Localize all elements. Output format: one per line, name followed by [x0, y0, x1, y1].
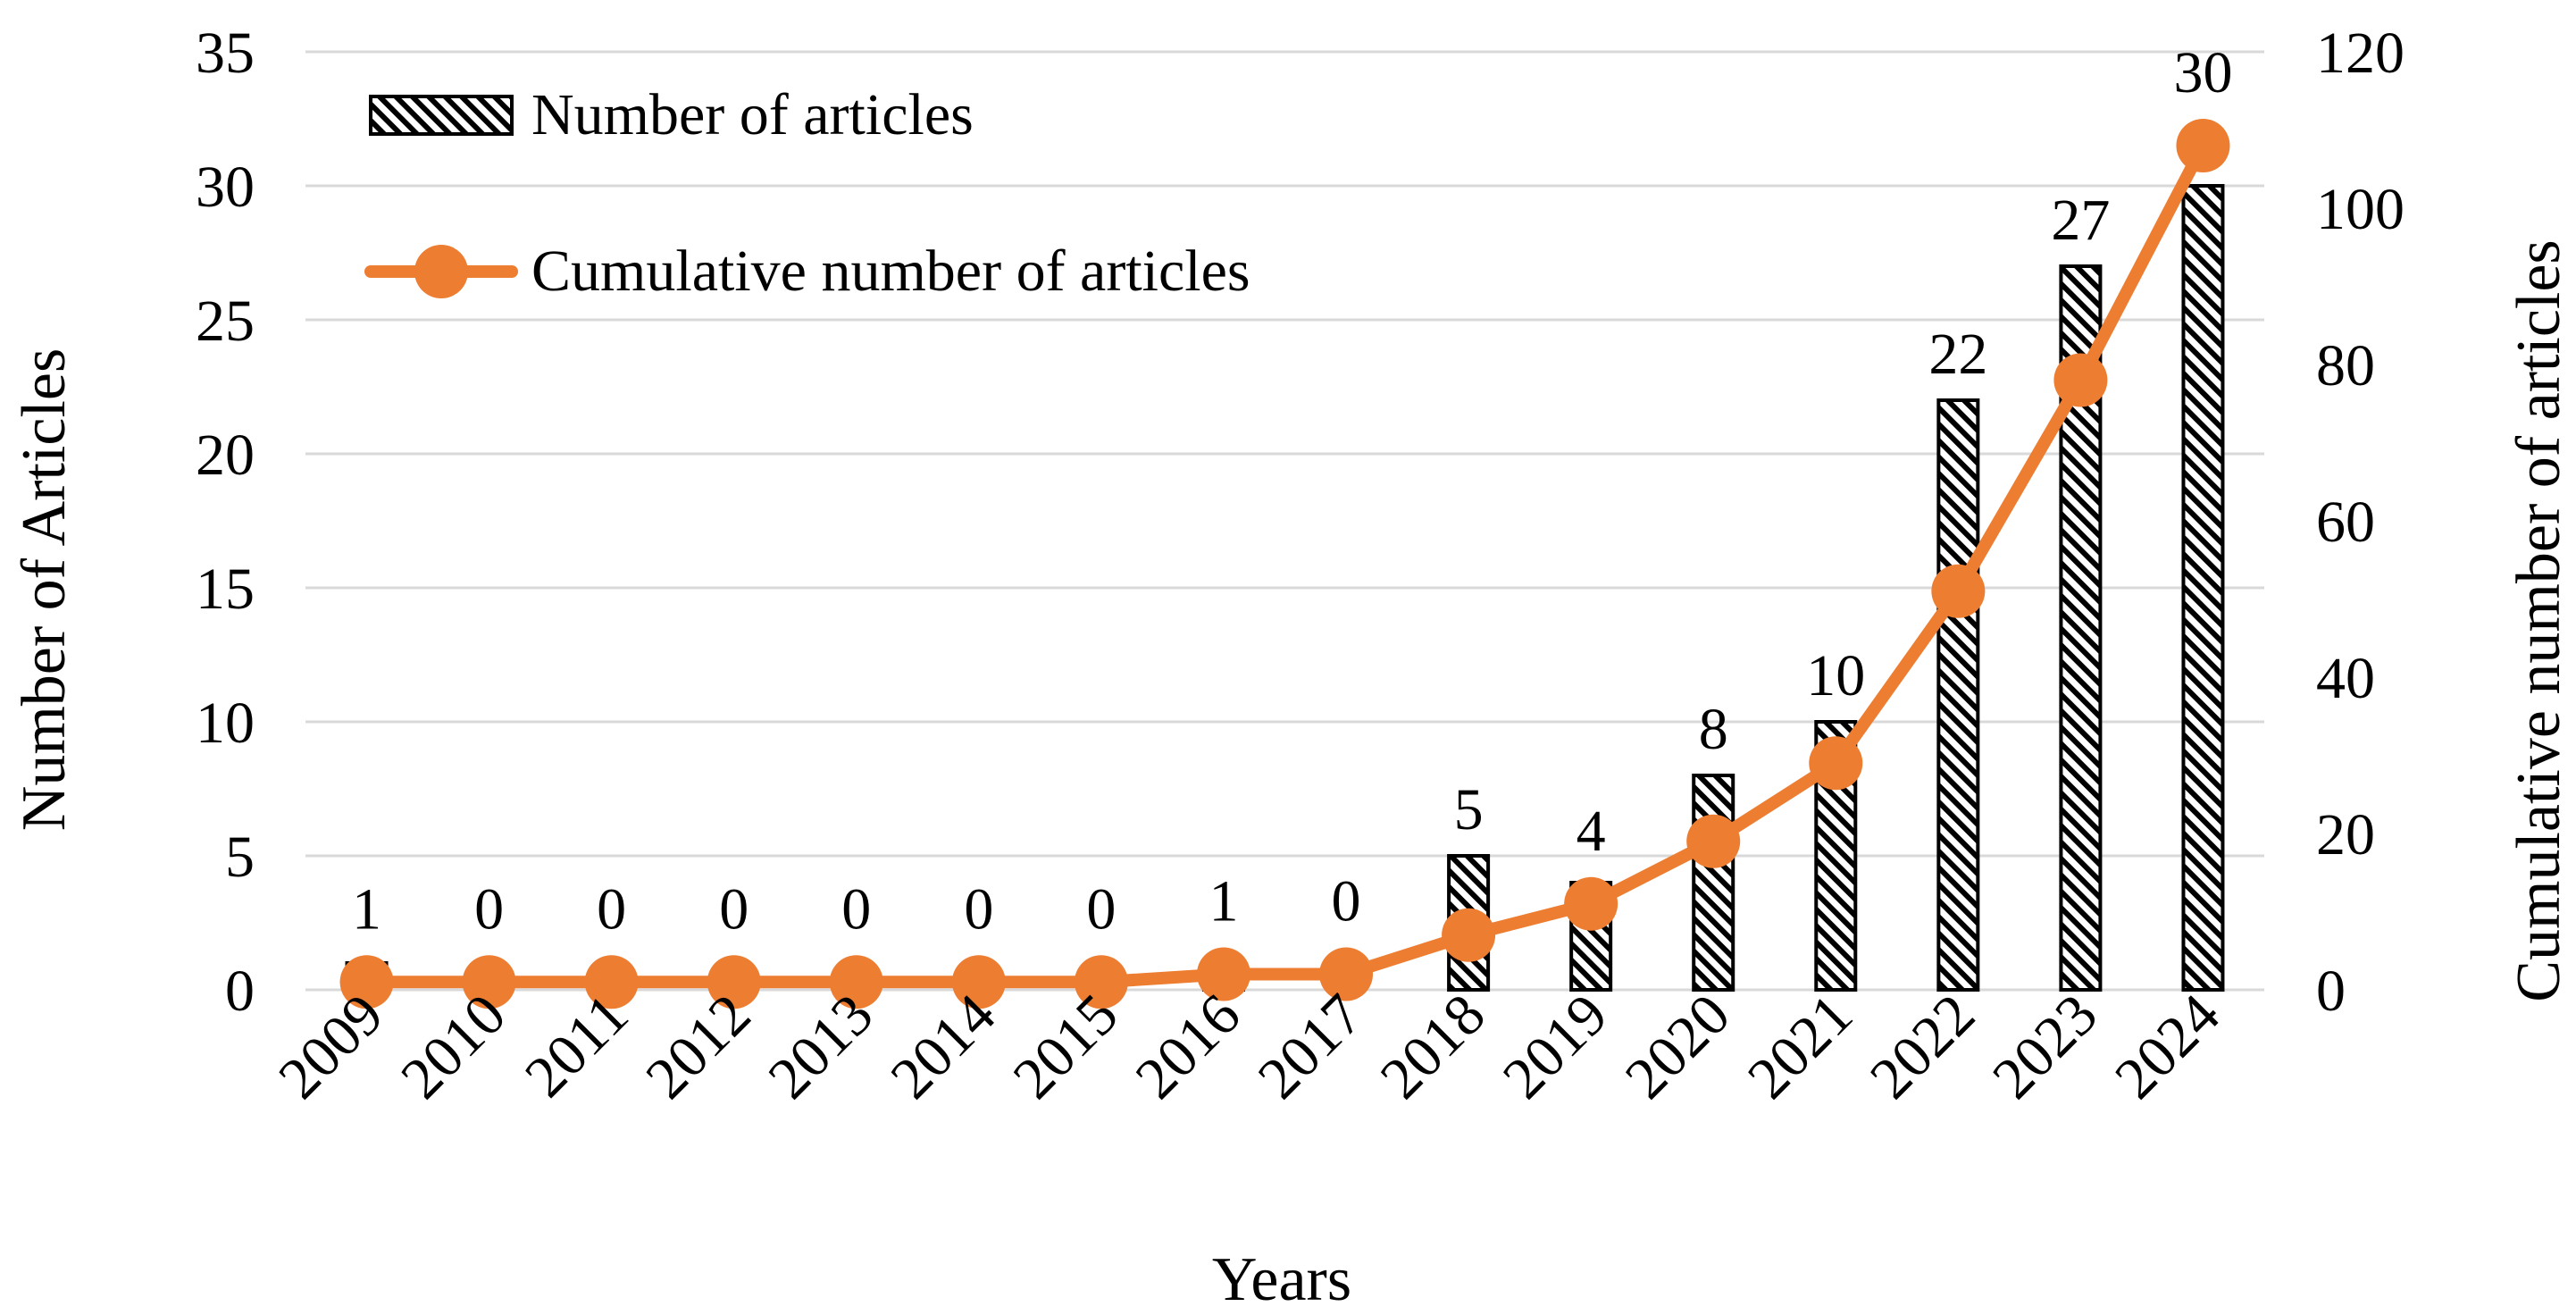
y2-tick-label: 100 — [2316, 177, 2405, 242]
y2-tick-label: 20 — [2316, 802, 2375, 867]
bar-data-label: 0 — [1332, 869, 1361, 934]
y2-tick-label: 0 — [2316, 959, 2346, 1024]
y-tick-label: 30 — [196, 155, 255, 220]
cumulative-line — [360, 139, 2210, 989]
line-point — [951, 955, 1006, 1009]
x-axis-title: Years — [1212, 1245, 1351, 1314]
line-point — [1074, 955, 1128, 1009]
y-axis-title: Number of Articles — [10, 348, 79, 831]
bar-data-label: 0 — [719, 876, 749, 942]
line-point — [1196, 947, 1250, 1001]
y-tick-label: 5 — [225, 825, 255, 890]
y-tick-label: 15 — [196, 557, 255, 622]
line-point — [584, 955, 639, 1009]
bar-data-label: 0 — [1086, 876, 1116, 942]
bar-data-label: 0 — [841, 876, 871, 942]
legend-label-bars: Number of articles — [531, 82, 974, 147]
x-axis-ticks: 2009201020112012201320142015201620172018… — [266, 982, 2232, 1111]
gridlines — [305, 50, 2264, 992]
line-point — [2053, 353, 2108, 407]
bar-data-label: 0 — [474, 876, 504, 942]
x-tick-label: 2018 — [1368, 982, 1498, 1111]
y-tick-label: 35 — [196, 21, 255, 86]
x-tick-label: 2023 — [1980, 982, 2110, 1111]
bar-data-label: 10 — [1806, 643, 1865, 708]
x-tick-label: 2022 — [1858, 982, 1987, 1111]
y2-tick-label: 120 — [2316, 21, 2405, 86]
bar-data-label: 4 — [1577, 799, 1606, 864]
axis-titles: Number of Articles Cumulative number of … — [10, 239, 2573, 1314]
line-point — [1319, 947, 1374, 1001]
bar — [1936, 398, 1980, 992]
legend: Number of articles Cumulative number of … — [364, 82, 1250, 304]
x-tick-label: 2016 — [1124, 982, 1253, 1111]
x-tick-label: 2020 — [1613, 982, 1743, 1111]
x-tick-label: 2019 — [1491, 982, 1620, 1111]
bar — [2181, 184, 2225, 992]
y2-axis-title: Cumulative number of articles — [2505, 239, 2573, 1001]
legend-label-line: Cumulative number of articles — [531, 239, 1250, 304]
right-axis-ticks: 0 20 40 60 80 100 120 — [2316, 21, 2405, 1024]
bar-data-label: 5 — [1454, 777, 1484, 842]
legend-swatch-bars — [369, 95, 514, 136]
bar-data-label: 1 — [1209, 869, 1238, 934]
bar-data-label: 22 — [1928, 322, 1987, 387]
bar-data-label: 1 — [352, 876, 381, 942]
y-tick-label: 10 — [196, 691, 255, 756]
left-axis-ticks: 0 5 10 15 20 25 30 35 — [196, 21, 255, 1024]
line-point — [339, 955, 394, 1009]
bar — [1692, 774, 1735, 992]
line-point — [1686, 814, 1741, 868]
bar-data-label: 0 — [964, 876, 993, 942]
y2-tick-label: 40 — [2316, 646, 2375, 711]
line-point — [462, 955, 516, 1009]
bar-data-label: 30 — [2173, 40, 2232, 105]
line-point — [1931, 564, 1986, 618]
bar-data-label: 8 — [1699, 697, 1728, 762]
x-tick-label: 2021 — [1735, 982, 1865, 1111]
line-point — [1442, 908, 1496, 962]
bar-data-label: 27 — [2051, 188, 2110, 253]
x-tick-label: 2017 — [1246, 982, 1376, 1111]
line-point — [2176, 119, 2230, 172]
y2-tick-label: 80 — [2316, 333, 2375, 398]
cumulative-line-series — [339, 119, 2230, 1009]
line-point — [1809, 736, 1863, 791]
line-point — [707, 955, 761, 1009]
x-tick-label: 2024 — [2103, 982, 2232, 1111]
line-point — [1564, 876, 1618, 931]
line-point — [829, 955, 883, 1009]
y-tick-label: 0 — [225, 959, 255, 1024]
bar-data-label: 0 — [597, 876, 626, 942]
y2-tick-label: 60 — [2316, 490, 2375, 555]
y-tick-label: 20 — [196, 423, 255, 488]
legend-marker — [414, 245, 468, 298]
y-tick-label: 25 — [196, 289, 255, 354]
